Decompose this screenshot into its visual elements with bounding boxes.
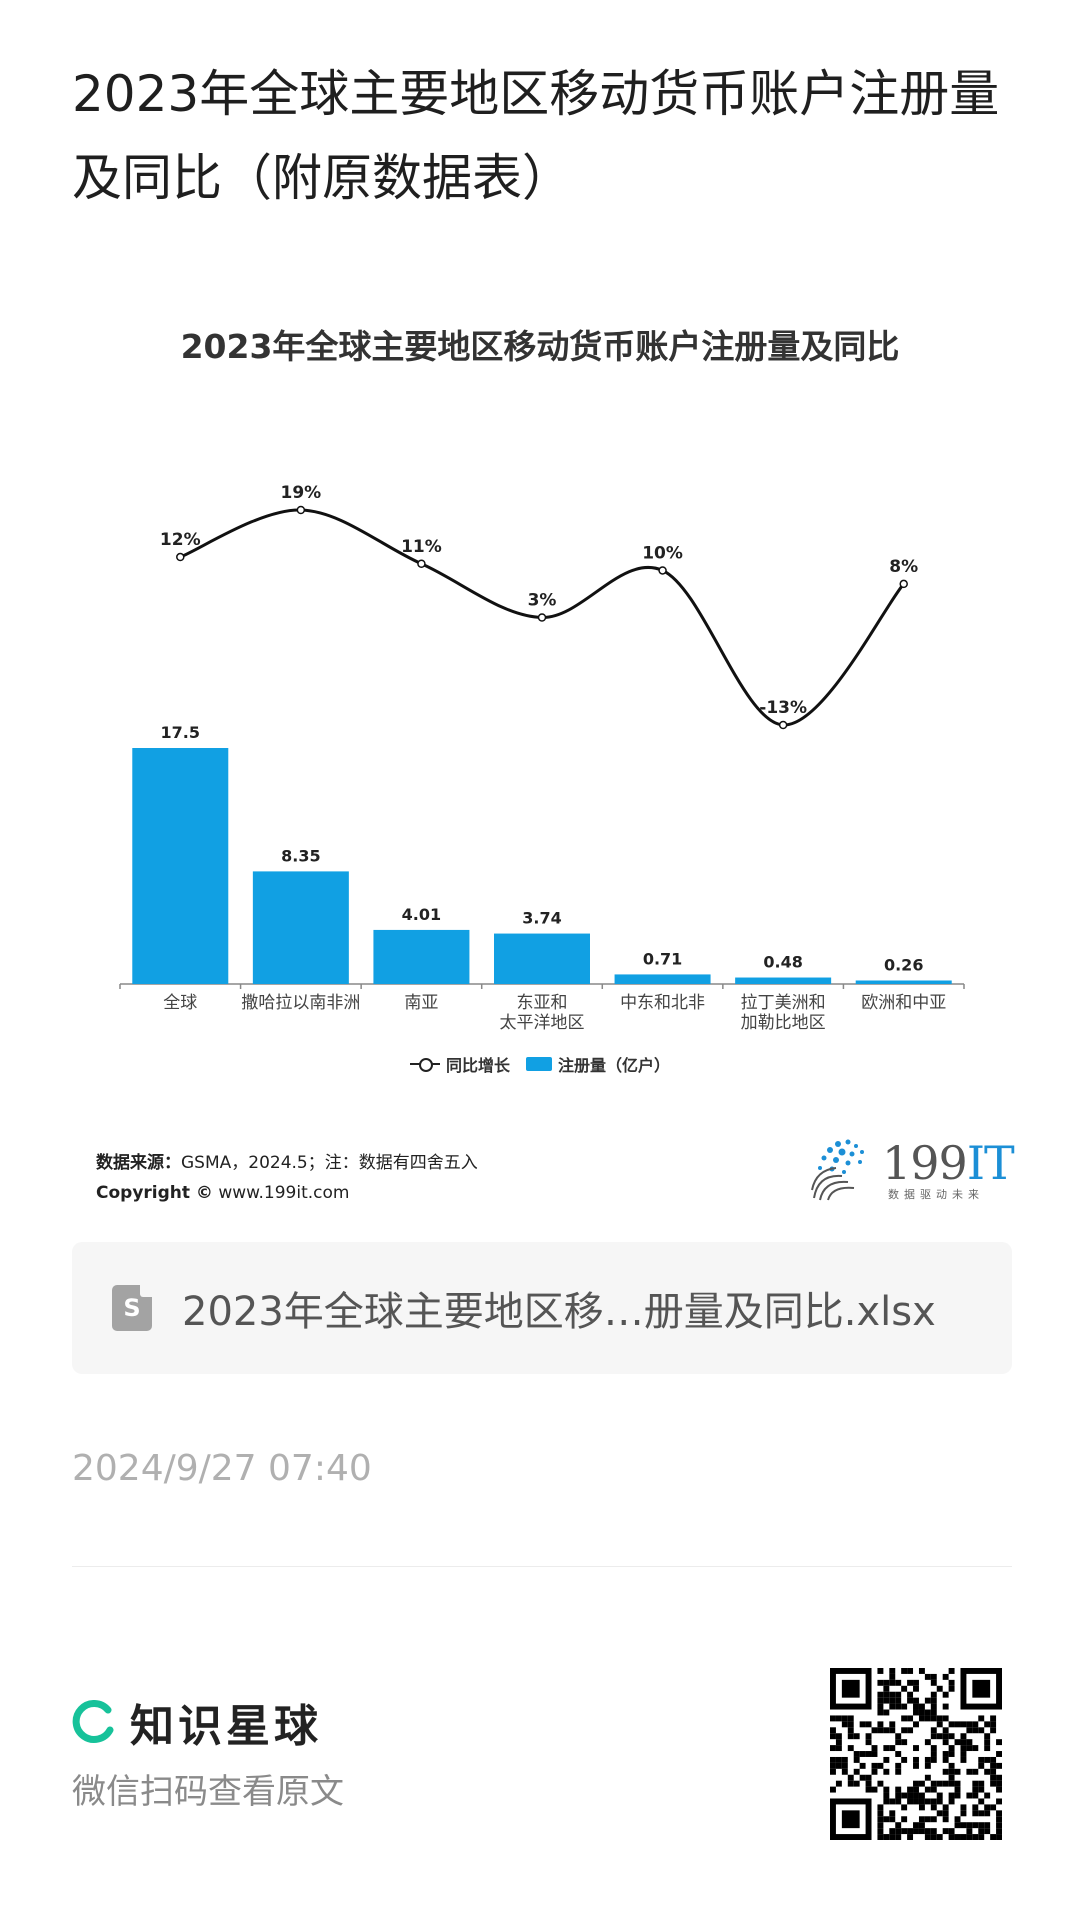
chart-image: 2023年全球主要地区移动货币账户注册量及同比 17.5 8.35 4.01 3.74… xyxy=(72,290,1008,1220)
bar-6 xyxy=(855,980,952,984)
bar-5 xyxy=(735,977,832,984)
legend-item-bar: 注册量（亿户） xyxy=(526,1052,670,1076)
zsxq-ring-icon xyxy=(72,1700,114,1743)
logo-199it: 199IT 数据驱动未来 xyxy=(808,1136,1015,1206)
divider xyxy=(72,1566,1012,1567)
yoy-point-1 xyxy=(296,505,306,515)
yoy-value-label-1: 19% xyxy=(281,483,322,503)
x-tick-label-6: 欧洲和中亚 xyxy=(861,993,946,1013)
logo-accent: IT xyxy=(966,1136,1015,1190)
chart-legend: 同比增长 注册量（亿户） xyxy=(0,1052,1080,1076)
bar-value-label-3: 3.74 xyxy=(522,909,561,928)
qr-code-icon[interactable] xyxy=(830,1668,1002,1840)
source-label: 数据来源： xyxy=(96,1153,181,1173)
bar-value-label-0: 17.5 xyxy=(161,723,200,742)
yoy-value-label-5: -13% xyxy=(759,698,807,718)
yoy-value-label-0: 12% xyxy=(160,530,201,550)
yoy-value-label-3: 3% xyxy=(528,591,557,611)
legend-line-label: 同比增长 xyxy=(445,1056,510,1075)
legend-item-line: 同比增长 xyxy=(409,1052,510,1076)
x-tick-label-3-1: 太平洋地区 xyxy=(500,1013,585,1033)
x-tick-label-0: 全球 xyxy=(163,993,197,1013)
bar-value-label-2: 4.01 xyxy=(402,905,441,924)
bar-value-label-5: 0.48 xyxy=(763,953,802,972)
legend-line-marker-icon xyxy=(409,1057,440,1072)
bar-value-label-4: 0.71 xyxy=(643,949,682,968)
yoy-point-0 xyxy=(176,552,185,562)
chart-title: 2023年全球主要地区移动货币账户注册量及同比 xyxy=(180,327,900,366)
x-tick-label-5-1: 加勒比地区 xyxy=(741,1013,826,1033)
logo-dots-icon xyxy=(811,1139,864,1201)
logo-wordmark: 199IT xyxy=(882,1136,1015,1190)
attachment-file-name: 2023年全球主要地区移…册量及同比.xlsx xyxy=(182,1289,936,1335)
attachment-file-card[interactable]: S 2023年全球主要地区移…册量及同比.xlsx xyxy=(72,1242,1012,1374)
x-tick-label-5: 拉丁美洲和 xyxy=(741,993,826,1013)
yoy-value-label-2: 11% xyxy=(401,537,442,557)
legend-bar-label: 注册量（亿户） xyxy=(558,1056,671,1075)
bar-0 xyxy=(132,748,229,984)
yoy-point-2 xyxy=(417,559,426,568)
x-tick-label-2: 南亚 xyxy=(404,993,438,1013)
bar-value-label-6: 0.26 xyxy=(884,955,923,974)
yoy-point-6 xyxy=(899,579,908,589)
logo-tagline: 数据驱动未来 xyxy=(888,1188,984,1201)
file-icon-letter: S xyxy=(123,1294,141,1322)
yoy-value-label-6: 8% xyxy=(889,557,918,577)
x-tick-label-4: 中东和北非 xyxy=(620,993,705,1013)
yoy-value-label-4: 10% xyxy=(642,543,683,563)
bar-1 xyxy=(252,871,349,984)
bar-value-label-1: 8.35 xyxy=(281,846,320,865)
yoy-point-3 xyxy=(537,613,547,622)
x-tick-label-1: 撒哈拉以南非洲 xyxy=(241,993,360,1013)
x-tick-label-3: 东亚和 xyxy=(517,993,568,1013)
legend-bar-swatch-icon xyxy=(526,1057,552,1071)
copyright-url: www.199it.com xyxy=(218,1183,350,1203)
bar-4 xyxy=(614,974,711,984)
brand-name: 知识星球 xyxy=(130,1701,322,1752)
scan-hint: 微信扫码查看原文 xyxy=(72,1772,344,1812)
yoy-point-4 xyxy=(658,566,667,575)
chart-svg: 17.5 8.35 4.01 3.74 0.71 0.48 0.26 全球 撒哈拉以南非洲 南亚 东… xyxy=(119,483,965,1033)
bar-2 xyxy=(373,929,470,984)
data-source: 数据来源：GSMA，2024.5；注：数据有四舍五入 Copyright © w… xyxy=(96,1148,478,1208)
yoy-point-5 xyxy=(778,720,788,730)
bar-3 xyxy=(494,933,590,984)
copyright-label: Copyright © xyxy=(96,1183,213,1203)
source-text: GSMA，2024.5；注：数据有四舍五入 xyxy=(181,1153,478,1173)
brand-logo: 知识星球 xyxy=(72,1690,322,1754)
post-title: 2023年全球主要地区移动货币账户注册量及同比（附原数据表） xyxy=(72,65,1000,207)
logo-main: 199 xyxy=(882,1136,968,1190)
spreadsheet-file-icon: S xyxy=(112,1285,152,1331)
post-timestamp: 2024/9/27 07:40 xyxy=(72,1448,372,1489)
